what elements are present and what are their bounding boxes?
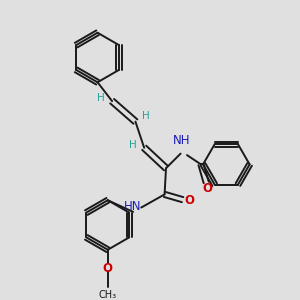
Text: H: H xyxy=(142,111,149,121)
Text: O: O xyxy=(203,182,213,195)
Text: O: O xyxy=(103,262,113,275)
Text: H: H xyxy=(97,93,105,103)
Text: HN: HN xyxy=(124,200,141,213)
Text: NH: NH xyxy=(173,134,191,147)
Text: H: H xyxy=(129,140,137,150)
Text: O: O xyxy=(184,194,194,207)
Text: CH₃: CH₃ xyxy=(99,290,117,300)
